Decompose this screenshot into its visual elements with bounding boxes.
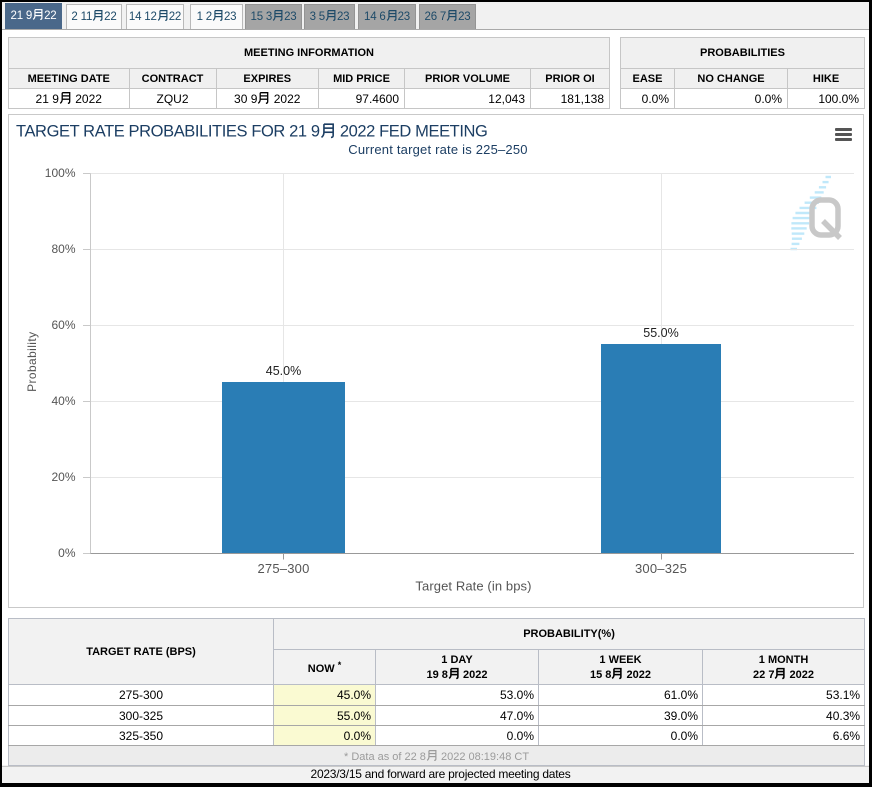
svg-text:Probability: Probability [25,331,39,391]
svg-text:275–300: 275–300 [257,561,309,576]
svg-text:45.0%: 45.0% [266,364,301,378]
svg-text:40%: 40% [51,394,75,408]
svg-text:55.0%: 55.0% [643,326,678,340]
svg-text:Target Rate (in bps): Target Rate (in bps) [415,579,531,594]
svg-text:60%: 60% [51,318,75,332]
svg-text:20%: 20% [51,470,75,484]
svg-text:0%: 0% [58,546,76,560]
svg-text:100%: 100% [45,166,76,180]
svg-text:80%: 80% [51,242,75,256]
svg-text:300–325: 300–325 [635,561,687,576]
